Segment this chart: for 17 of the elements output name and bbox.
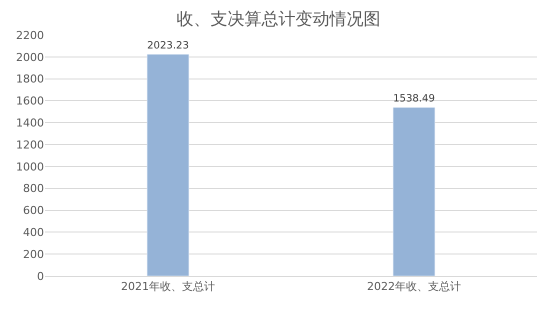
y-tick-label: 800 (23, 182, 44, 196)
x-tick-label: 2022年收、支总计 (367, 280, 461, 294)
y-tick-label: 2000 (16, 50, 44, 64)
y-tick-label: 1200 (16, 138, 44, 152)
y-tick-label: 1400 (16, 116, 44, 130)
data-label: 2023.23 (147, 40, 189, 52)
y-tick-label: 1800 (16, 72, 44, 86)
y-tick-label: 600 (23, 204, 44, 218)
y-tick-label: 200 (23, 248, 44, 261)
y-tick-label: 1000 (16, 160, 44, 174)
y-tick-label: 0 (37, 270, 44, 283)
y-tick-label: 2200 (16, 28, 44, 42)
chart-title: 收、支决算总计变动情况图 (176, 9, 380, 30)
data-label: 1538.49 (393, 94, 435, 105)
y-tick-label: 1600 (16, 94, 44, 108)
x-tick-label: 2021年收、支总计 (121, 280, 215, 294)
y-tick-label: 400 (23, 226, 44, 240)
